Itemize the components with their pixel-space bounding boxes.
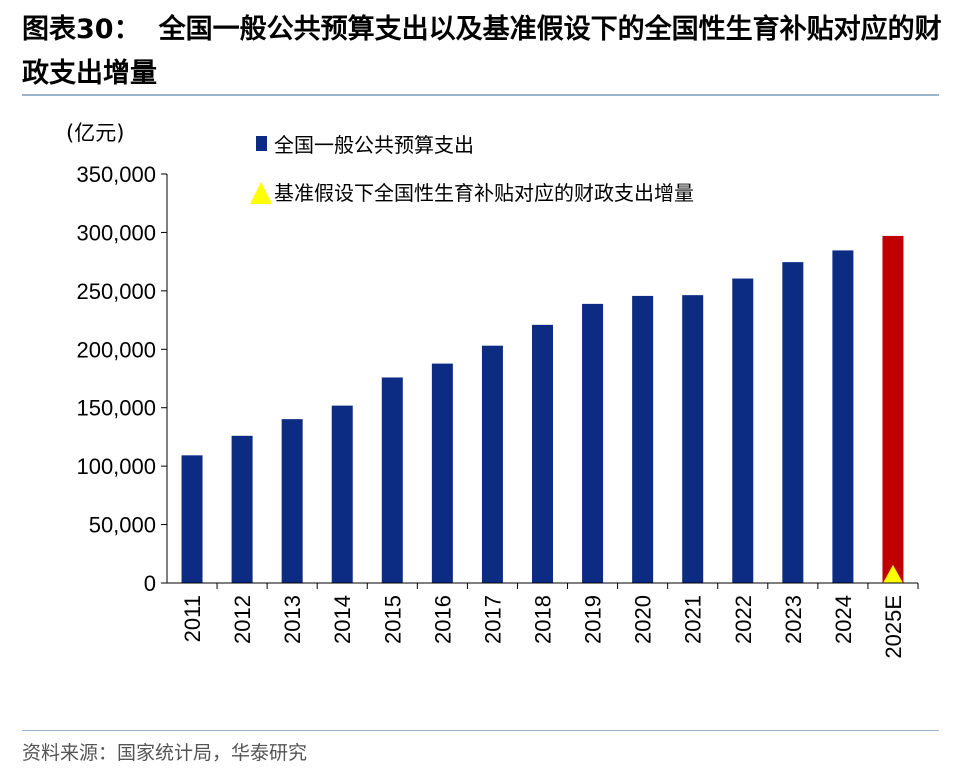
legend-swatch-subsidy xyxy=(250,182,272,204)
y-tick-label: 300,000 xyxy=(76,220,156,245)
x-tick-label: 2024 xyxy=(831,595,856,644)
x-tick-label: 2022 xyxy=(731,595,756,644)
y-axis-unit: (亿元) xyxy=(66,121,124,145)
source-note: 资料来源：国家统计局，华泰研究 xyxy=(22,742,308,764)
bar-highlight xyxy=(882,235,904,584)
chart-number: 图表30： xyxy=(22,14,141,45)
bar xyxy=(231,435,253,583)
x-tick-label: 2019 xyxy=(581,595,606,644)
bar xyxy=(632,295,654,583)
bar xyxy=(582,303,604,583)
bar xyxy=(832,250,854,583)
subsidy-marker xyxy=(882,564,903,583)
bar xyxy=(281,419,303,583)
legend-label-expenditure: 全国一般公共预算支出 xyxy=(274,133,474,157)
y-tick-label: 150,000 xyxy=(76,396,156,421)
chart-title-text: 全国一般公共预算支出以及基准假设下的全国性生育补贴对应的财政支出增量 xyxy=(22,14,942,89)
chart-title: 图表30： 全国一般公共预算支出以及基准假设下的全国性生育补贴对应的财政支出增量 xyxy=(22,8,942,96)
x-tick-label: 2012 xyxy=(230,595,255,644)
bar xyxy=(431,363,453,583)
bar xyxy=(181,455,203,583)
legend-label-subsidy: 基准假设下全国性生育补贴对应的财政支出增量 xyxy=(274,181,694,205)
bar xyxy=(682,295,704,583)
title-divider xyxy=(22,94,939,96)
x-tick-label: 2017 xyxy=(480,595,505,644)
x-tick-label: 2015 xyxy=(380,595,405,644)
x-tick-label: 2021 xyxy=(681,595,706,644)
x-tick-label: 2016 xyxy=(430,595,455,644)
bar xyxy=(331,405,353,583)
x-tick-label: 2023 xyxy=(781,595,806,644)
y-tick-label: 200,000 xyxy=(76,337,156,362)
x-tick-label: 2020 xyxy=(631,595,656,644)
x-tick-label: 2014 xyxy=(330,595,355,644)
bar xyxy=(782,262,804,583)
y-tick-label: 0 xyxy=(144,571,156,596)
y-axis: 0 50,000 100,000 150,000 200,000 250,000 300,0… xyxy=(76,162,168,596)
bar-series xyxy=(181,235,904,584)
y-tick-label: 100,000 xyxy=(76,454,156,479)
bar xyxy=(381,377,403,583)
y-tick-label: 250,000 xyxy=(76,279,156,304)
x-tick-label: 2011 xyxy=(180,595,205,642)
x-tick-label: 2018 xyxy=(531,595,556,644)
bar xyxy=(532,324,553,583)
x-axis: 2011 2012 2013 2014 2015 2016 2017 2018 2019 2020… xyxy=(167,582,919,659)
x-tick-label: 2025E xyxy=(881,595,906,659)
y-tick-label: 50,000 xyxy=(89,513,156,538)
legend-swatch-expenditure xyxy=(256,136,267,151)
x-tick-label: 2013 xyxy=(280,595,305,644)
legend: 全国一般公共预算支出 基准假设下全国性生育补贴对应的财政支出增量 xyxy=(250,133,694,205)
y-tick-label: 350,000 xyxy=(76,162,156,187)
source-divider xyxy=(22,730,939,731)
bar xyxy=(481,345,503,583)
bar xyxy=(732,278,754,583)
